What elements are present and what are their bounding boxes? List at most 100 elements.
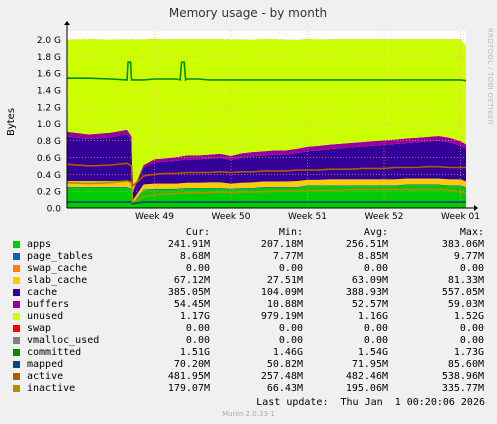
memory-chart: Memory usage - by month Bytes 0.00.2 G0.…: [6, 6, 480, 222]
legend-swatch: [13, 361, 20, 368]
x-axis-arrow: [474, 205, 478, 211]
legend-name: mapped: [27, 359, 64, 370]
legend-name: vmalloc_used: [27, 335, 100, 346]
legend-row-vmalloc-used: vmalloc_used 0.00 0.00 0.00 0.00: [10, 335, 490, 347]
legend-swatch: [13, 385, 20, 392]
legend-swatch: [13, 373, 20, 380]
series-lines: [66, 61, 467, 205]
area-unused: [67, 38, 466, 192]
legend-swatch: [13, 313, 20, 320]
legend-row-active: active 481.95M 257.48M 482.46M 538.96M: [10, 371, 490, 383]
legend-max-value: 0.00: [459, 263, 484, 274]
area-apps: [67, 185, 466, 208]
legend-row-slab-cache: slab_cache 67.12M 27.51M 63.09M 81.33M: [10, 275, 490, 287]
legend-row-buffers: buffers 54.45M 10.88M 52.57M 59.03M: [10, 299, 490, 311]
y-tick-label: 1.0 G: [37, 120, 61, 130]
legend-min-value: 207.18M: [260, 239, 303, 250]
legend-max-value: 383.06M: [441, 239, 484, 250]
legend-swatch: [13, 265, 20, 272]
legend-header-min: Min:: [278, 227, 303, 238]
legend-max-value: 0.00: [459, 335, 484, 346]
y-axis-arrow: [64, 21, 70, 25]
legend-cur-value: 385.05M: [167, 287, 210, 298]
legend-cur-value: 67.12M: [173, 275, 210, 286]
legend-cur-value: 1.17G: [179, 311, 210, 322]
legend-name: swap_cache: [27, 263, 88, 274]
legend-max-value: 557.05M: [441, 287, 484, 298]
legend-name: apps: [27, 239, 52, 250]
legend-row-page-tables: page_tables 8.68M 7.77M 8.85M 9.77M: [10, 251, 490, 263]
legend-cur-value: 179.07M: [167, 383, 210, 394]
legend-name: unused: [27, 311, 64, 322]
legend-avg-value: 71.95M: [351, 359, 388, 370]
legend-min-value: 50.82M: [266, 359, 303, 370]
stacked-areas: [67, 38, 466, 208]
y-tick-label: 1.6 G: [37, 70, 61, 80]
legend-avg-value: 8.85M: [357, 251, 388, 262]
legend-row-mapped: mapped 70.20M 50.82M 71.95M 85.60M: [10, 359, 490, 371]
line-inactive: [66, 180, 467, 204]
y-tick-label: 2.0 G: [37, 36, 61, 46]
legend-header-cur: Cur:: [185, 227, 210, 238]
legend-avg-value: 256.51M: [345, 239, 388, 250]
legend-name: swap: [27, 323, 52, 334]
legend-max-value: 538.96M: [441, 371, 484, 382]
legend-max-value: 85.60M: [447, 359, 484, 370]
legend-row-committed: committed 1.51G 1.46G 1.54G 1.73G: [10, 347, 490, 359]
legend-min-value: 0.00: [278, 263, 303, 274]
x-tick-label: Week 52: [365, 212, 404, 222]
area-buffers: [67, 129, 466, 193]
legend-avg-value: 388.93M: [345, 287, 388, 298]
legend-max-value: 81.33M: [447, 275, 484, 286]
legend-min-value: 104.09M: [260, 287, 303, 298]
legend-row-swap-cache: swap_cache 0.00 0.00 0.00 0.00: [10, 263, 490, 275]
legend-swatch: [13, 241, 20, 248]
legend-avg-value: 0.00: [363, 335, 388, 346]
legend: Cur: Min: Avg: Max: apps 241.91M 207.18M 25…: [10, 227, 490, 395]
legend-max-value: 9.77M: [453, 251, 484, 262]
legend-cur-value: 0.00: [185, 263, 210, 274]
legend-min-value: 0.00: [278, 323, 303, 334]
footer-version: Munin 2.0.33-1: [222, 410, 275, 418]
legend-header-max: Max:: [459, 227, 484, 238]
area-page-tables: [67, 184, 466, 204]
grid-lines: [67, 31, 466, 208]
legend-cur-value: 1.51G: [179, 347, 210, 358]
legend-name: committed: [27, 347, 82, 358]
legend-avg-value: 0.00: [363, 323, 388, 334]
tick-labels: 0.0 0.2 G 0.4 G 0.6 G 0.8 G 1.0 G 1.2 G 1.4 G 1.…: [37, 36, 480, 222]
y-tick-label: 1.2 G: [37, 103, 61, 113]
legend-header: Cur: Min: Avg: Max:: [10, 227, 490, 239]
legend-name: slab_cache: [27, 275, 88, 286]
legend-name: cache: [27, 287, 58, 298]
legend-min-value: 66.43M: [266, 383, 303, 394]
last-update: Last update: Thu Jan 1 00:20:06 2026: [256, 397, 485, 408]
legend-header-avg: Avg:: [363, 227, 388, 238]
legend-avg-value: 52.57M: [351, 299, 388, 310]
legend-swatch: [13, 253, 20, 260]
legend-swatch: [13, 325, 20, 332]
legend-min-value: 1.46G: [272, 347, 303, 358]
line-active: [66, 162, 466, 188]
y-tick-label: 0.0: [47, 205, 62, 215]
legend-min-value: 0.00: [278, 335, 303, 346]
line-mapped: [67, 201, 466, 205]
legend-avg-value: 1.54G: [357, 347, 388, 358]
legend-name: active: [27, 371, 64, 382]
legend-cur-value: 8.68M: [179, 251, 210, 262]
area-cache: [67, 134, 466, 201]
legend-swatch: [13, 277, 20, 284]
legend-cur-value: 0.00: [185, 335, 210, 346]
legend-max-value: 1.52G: [453, 311, 484, 322]
y-axis-label: Bytes: [6, 108, 17, 136]
legend-avg-value: 1.16G: [357, 311, 388, 322]
legend-avg-value: 195.06M: [345, 383, 388, 394]
rrdtool-credit: RRDTOOL / TOBI OETIKER: [486, 28, 494, 125]
legend-name: inactive: [27, 383, 76, 394]
legend-row-unused: unused 1.17G 979.19M 1.16G 1.52G: [10, 311, 490, 323]
legend-min-value: 979.19M: [260, 311, 303, 322]
y-tick-label: 0.6 G: [37, 154, 61, 164]
y-tick-label: 0.2 G: [37, 188, 61, 198]
legend-swatch: [13, 289, 20, 296]
area-slab-cache: [67, 178, 466, 204]
